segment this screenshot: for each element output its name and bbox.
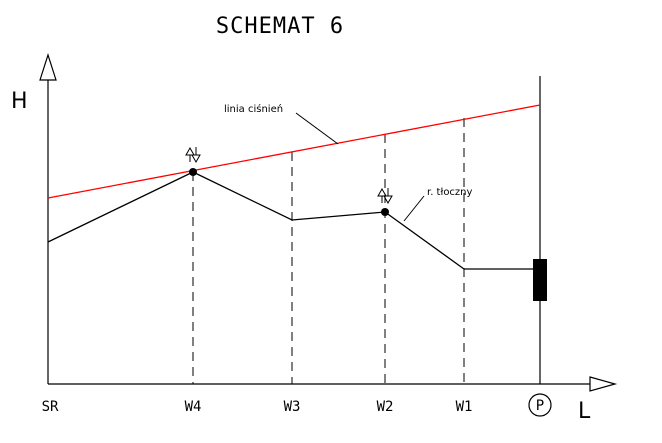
air-valve-icon xyxy=(185,146,201,164)
pump-station-circle xyxy=(528,393,552,417)
valve-point-w4 xyxy=(189,168,197,176)
vertical-axis-label: H xyxy=(11,89,28,114)
valve-point-w2 xyxy=(381,208,389,216)
pump-icon xyxy=(533,259,547,301)
station-label-p: P xyxy=(536,398,544,414)
pressure-line-leader xyxy=(295,112,339,145)
station-label-w1: W1 xyxy=(456,399,473,415)
station-label-w2: W2 xyxy=(377,399,394,415)
station-label-w4: W4 xyxy=(185,399,202,415)
diagram-title: SCHEMAT 6 xyxy=(216,14,344,39)
vertical-axis-arrow-icon xyxy=(39,53,57,81)
pressure-line xyxy=(47,104,541,199)
station-dashed-lines xyxy=(192,118,465,384)
pipeline-profile xyxy=(47,171,540,270)
pressure-line-annotation: linia ciśnień xyxy=(224,103,283,115)
horizontal-axis-arrow-icon xyxy=(589,376,618,392)
air-valve-icon xyxy=(377,187,393,205)
station-label-sr: SR xyxy=(42,399,59,415)
horizontal-axis-label: L xyxy=(578,399,591,424)
pipeline-leader xyxy=(403,195,425,222)
station-label-w3: W3 xyxy=(284,399,301,415)
pipeline-annotation: r. tłoczny xyxy=(427,187,473,198)
